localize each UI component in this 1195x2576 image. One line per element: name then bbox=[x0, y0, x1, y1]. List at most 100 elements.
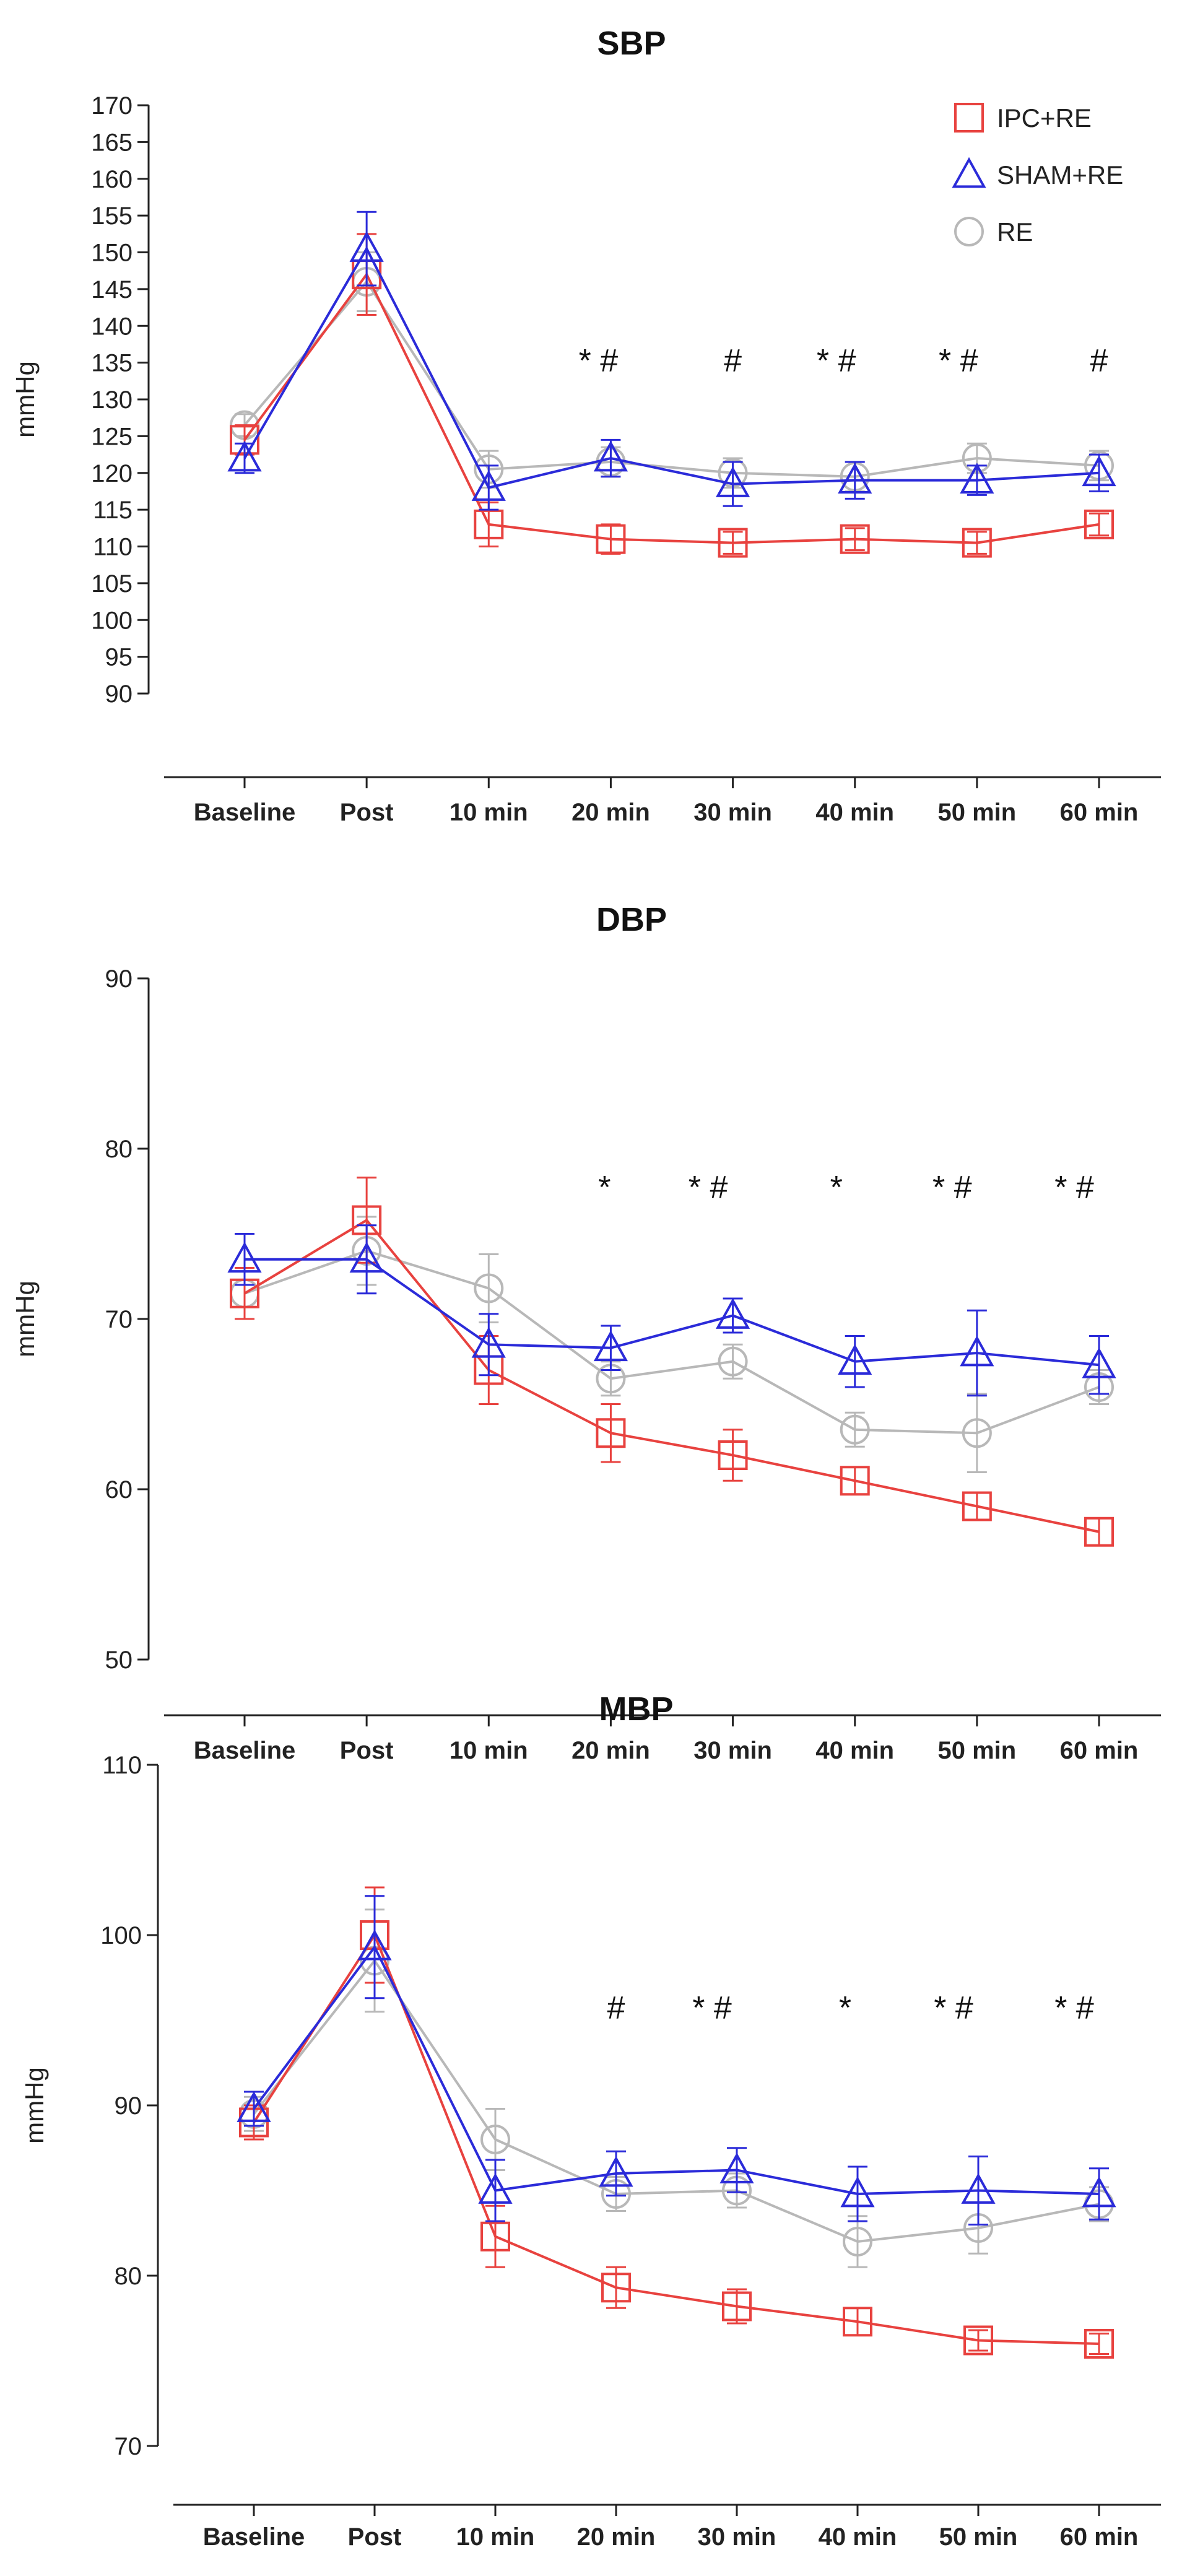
sbp-y-tick-label: 145 bbox=[91, 276, 133, 303]
data-point bbox=[227, 440, 262, 472]
mbp-x-tick-label: 40 min bbox=[819, 2523, 897, 2551]
mbp-series-ipc-re bbox=[239, 1886, 1114, 2359]
sbp-y-tick-label: 135 bbox=[91, 350, 133, 377]
legend-label: SHAM+RE bbox=[997, 160, 1123, 189]
dbp-x-tick-label: 60 min bbox=[1060, 1737, 1139, 1764]
data-point bbox=[718, 1346, 748, 1377]
dbp-series-sham-re bbox=[227, 1224, 1116, 1397]
data-point bbox=[357, 1929, 392, 1960]
data-point bbox=[962, 1418, 992, 1448]
sbp-y-tick-label: 95 bbox=[105, 644, 133, 671]
dbp-x-tick-label: 10 min bbox=[450, 1737, 528, 1764]
sbp-series-ipc-re bbox=[230, 233, 1114, 558]
sbp-y-tick-label: 130 bbox=[91, 386, 133, 414]
sbp-y-tick-label: 115 bbox=[93, 497, 133, 524]
sbp-x-tick-label: 10 min bbox=[450, 799, 528, 826]
legend: IPC+RE SHAM+RE RE bbox=[952, 103, 1123, 246]
sbp-y-tick-label: 170 bbox=[91, 92, 133, 120]
mbp-significance-label: * # bbox=[934, 1990, 973, 2026]
mbp-y-tick-label: 90 bbox=[115, 2092, 142, 2120]
dbp-x-tick-label: 40 min bbox=[815, 1737, 894, 1764]
data-point bbox=[718, 528, 748, 558]
data-point bbox=[1084, 1516, 1114, 1547]
sbp-y-label: mmHg bbox=[11, 361, 40, 438]
dbp-x-tick-label: 30 min bbox=[693, 1737, 772, 1764]
data-point bbox=[593, 440, 628, 472]
data-point bbox=[478, 2173, 513, 2204]
data-point bbox=[474, 1273, 504, 1303]
data-point bbox=[715, 466, 750, 497]
mbp-y-tick-label: 110 bbox=[102, 1752, 142, 1779]
data-point bbox=[719, 2152, 754, 2183]
mbp-x-tick-label: 10 min bbox=[456, 2523, 535, 2551]
sbp-significance-label: # bbox=[724, 343, 742, 379]
legend-marker bbox=[952, 157, 986, 188]
series-line bbox=[243, 279, 1100, 478]
data-point bbox=[840, 2176, 875, 2208]
mbp-x-tick-label: Post bbox=[348, 2523, 402, 2551]
data-point bbox=[838, 1344, 872, 1375]
sbp-x-tick-label: 40 min bbox=[815, 799, 894, 826]
mbp-significance-label: * # bbox=[1054, 1990, 1094, 2026]
data-point bbox=[237, 2091, 271, 2122]
sbp-significance-label: * # bbox=[939, 343, 978, 379]
data-point bbox=[1084, 509, 1114, 539]
mbp-x-tick-label: 30 min bbox=[698, 2523, 776, 2551]
sbp-y-tick-label: 165 bbox=[91, 129, 133, 156]
dbp-y-tick-label: 50 bbox=[105, 1647, 133, 1674]
legend-marker bbox=[954, 217, 984, 246]
dbp-series-ipc-re bbox=[230, 1177, 1114, 1547]
data-point bbox=[843, 2307, 872, 2337]
sbp-x-tick-label: 30 min bbox=[693, 799, 772, 826]
data-point bbox=[843, 2227, 872, 2256]
data-point bbox=[963, 2325, 993, 2356]
dbp-y-tick-label: 80 bbox=[105, 1136, 133, 1163]
mbp-significance-label: # bbox=[607, 1990, 625, 2026]
series-line bbox=[253, 1958, 1100, 2243]
series-line bbox=[243, 1218, 1100, 1533]
data-point bbox=[349, 231, 384, 262]
dbp-y-label: mmHg bbox=[11, 1281, 40, 1357]
data-point bbox=[596, 524, 626, 554]
dbp-title: DBP bbox=[596, 901, 667, 938]
sbp-y-tick-label: 110 bbox=[93, 534, 133, 561]
sbp-significance-label: # bbox=[1090, 343, 1108, 379]
mbp-x-tick-label: 60 min bbox=[1060, 2523, 1139, 2551]
sbp-y-tick-label: 160 bbox=[91, 166, 133, 193]
data-point bbox=[840, 524, 870, 554]
sbp-y-tick-label: 105 bbox=[91, 570, 133, 598]
dbp-y-tick-label: 70 bbox=[105, 1306, 133, 1333]
series-line bbox=[243, 272, 1100, 544]
legend-label: IPC+RE bbox=[997, 103, 1092, 133]
mbp-series-sham-re bbox=[237, 1895, 1116, 2226]
series-line bbox=[243, 246, 1100, 489]
dbp-significance-label: * bbox=[598, 1170, 611, 1206]
data-point bbox=[960, 1335, 994, 1367]
sbp-y-tick-label: 125 bbox=[91, 423, 133, 450]
dbp-chart: DBP 50 60 70 80 90 mmHg Baseline Post 10 min 20 mi… bbox=[11, 901, 1161, 1764]
data-point bbox=[1082, 455, 1116, 487]
sbp-x-tick-label: 50 min bbox=[937, 799, 1016, 826]
sbp-x-tick-label: Baseline bbox=[194, 799, 296, 826]
sbp-y-tick-label: 100 bbox=[91, 607, 133, 634]
sbp-x-tick-label: 20 min bbox=[571, 799, 650, 826]
data-point bbox=[960, 463, 994, 494]
data-point bbox=[480, 2125, 510, 2154]
data-point bbox=[471, 470, 506, 501]
series-line bbox=[244, 1249, 1100, 1435]
mbp-x-tick-label: Baseline bbox=[203, 2523, 305, 2551]
data-point bbox=[840, 1466, 870, 1496]
dbp-significance-label: * # bbox=[1054, 1170, 1094, 1206]
data-point bbox=[601, 2273, 631, 2303]
data-point bbox=[840, 1414, 870, 1445]
sbp-y-tick-label: 150 bbox=[91, 240, 133, 267]
data-point bbox=[1084, 2329, 1114, 2359]
dbp-x-tick-label: Baseline bbox=[194, 1737, 296, 1764]
data-point bbox=[962, 528, 992, 558]
sbp-significance-label: * # bbox=[817, 343, 856, 379]
sbp-chart: SBP 90 95 100 105 110 115 120 125 130 135 140 145 150… bbox=[11, 25, 1161, 826]
legend-label: RE bbox=[997, 217, 1033, 246]
mbp-x-tick-label: 50 min bbox=[939, 2523, 1018, 2551]
